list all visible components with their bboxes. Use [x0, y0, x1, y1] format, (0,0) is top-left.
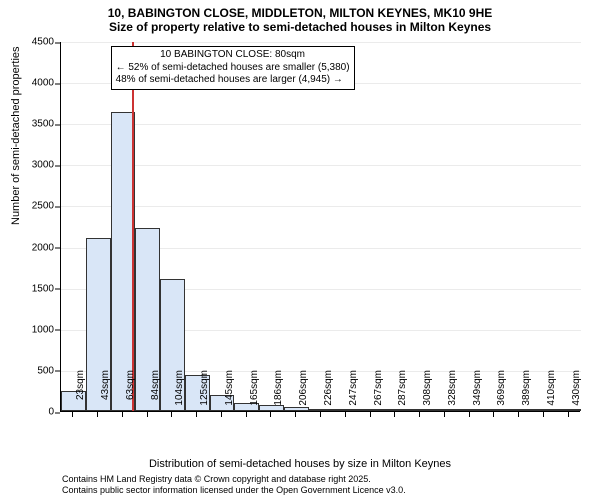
- x-tick-mark: [518, 412, 519, 417]
- x-tick-mark: [370, 412, 371, 417]
- x-tick-mark: [320, 412, 321, 417]
- x-tick-label: 308sqm: [422, 370, 433, 420]
- annotation-line-2: ← 52% of semi-detached houses are smalle…: [116, 62, 350, 75]
- x-tick-label: 23sqm: [75, 370, 86, 420]
- x-tick-label: 410sqm: [546, 370, 557, 420]
- x-tick-label: 328sqm: [447, 370, 458, 420]
- chart-title-sub: Size of property relative to semi-detach…: [0, 20, 600, 36]
- x-tick-label: 206sqm: [298, 370, 309, 420]
- x-tick-mark: [122, 412, 123, 417]
- credits-line-2: Contains public sector information licen…: [62, 485, 406, 496]
- y-axis-label: Number of semi-detached properties: [10, 46, 22, 225]
- x-tick-mark: [345, 412, 346, 417]
- x-tick-label: 145sqm: [224, 370, 235, 420]
- y-tick: 1000: [4, 324, 54, 335]
- x-tick-mark: [147, 412, 148, 417]
- marker-line: [132, 42, 134, 411]
- x-tick-mark: [270, 412, 271, 417]
- chart-area: 10 BABINGTON CLOSE: 80sqm ← 52% of semi-…: [60, 42, 580, 412]
- annotation-box: 10 BABINGTON CLOSE: 80sqm ← 52% of semi-…: [111, 46, 355, 90]
- grid-line: [61, 42, 581, 43]
- x-tick-label: 389sqm: [521, 370, 532, 420]
- x-tick-mark: [295, 412, 296, 417]
- x-axis-label: Distribution of semi-detached houses by …: [0, 458, 600, 470]
- y-tick: 2000: [4, 242, 54, 253]
- x-tick-label: 63sqm: [125, 370, 136, 420]
- grid-line: [61, 206, 581, 207]
- credits-line-1: Contains HM Land Registry data © Crown c…: [62, 474, 406, 485]
- x-tick-mark: [419, 412, 420, 417]
- grid-line: [61, 165, 581, 166]
- annotation-line-1: 10 BABINGTON CLOSE: 80sqm: [116, 49, 350, 62]
- x-tick-label: 287sqm: [397, 370, 408, 420]
- x-tick-label: 186sqm: [273, 370, 284, 420]
- x-tick-label: 84sqm: [150, 370, 161, 420]
- x-tick-label: 369sqm: [496, 370, 507, 420]
- x-tick-mark: [469, 412, 470, 417]
- x-tick-mark: [196, 412, 197, 417]
- x-tick-mark: [171, 412, 172, 417]
- x-tick-mark: [568, 412, 569, 417]
- x-tick-label: 430sqm: [571, 370, 582, 420]
- x-tick-mark: [444, 412, 445, 417]
- grid-line: [61, 124, 581, 125]
- x-tick-label: 43sqm: [100, 370, 111, 420]
- x-tick-label: 165sqm: [249, 370, 260, 420]
- x-tick-mark: [394, 412, 395, 417]
- x-tick-label: 125sqm: [199, 370, 210, 420]
- y-tick: 0: [4, 407, 54, 418]
- x-tick-mark: [543, 412, 544, 417]
- x-tick-label: 104sqm: [174, 370, 185, 420]
- x-tick-label: 349sqm: [472, 370, 483, 420]
- x-tick-mark: [246, 412, 247, 417]
- chart-title-main: 10, BABINGTON CLOSE, MIDDLETON, MILTON K…: [0, 0, 600, 20]
- y-tick: 500: [4, 365, 54, 376]
- credits: Contains HM Land Registry data © Crown c…: [62, 474, 406, 496]
- y-tick: 1500: [4, 283, 54, 294]
- x-tick-label: 226sqm: [323, 370, 334, 420]
- plot-region: [60, 42, 580, 412]
- x-tick-mark: [221, 412, 222, 417]
- x-tick-label: 247sqm: [348, 370, 359, 420]
- annotation-line-3: 48% of semi-detached houses are larger (…: [116, 74, 350, 87]
- x-tick-mark: [97, 412, 98, 417]
- x-tick-label: 267sqm: [373, 370, 384, 420]
- x-tick-mark: [72, 412, 73, 417]
- x-tick-mark: [493, 412, 494, 417]
